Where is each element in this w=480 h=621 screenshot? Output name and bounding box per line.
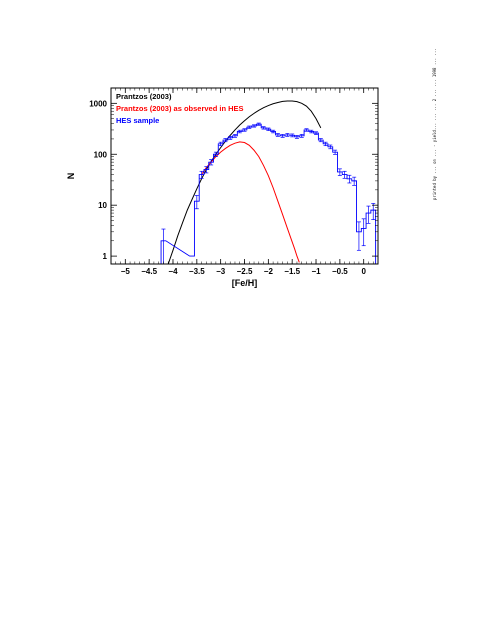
series-1 (201, 141, 300, 263)
x-axis-label: [Fe/H] (232, 278, 258, 288)
legend-entry: Prantzos (2003) (116, 92, 172, 101)
x-tick-label: −2.5 (237, 267, 253, 276)
series-0 (167, 100, 322, 264)
x-tick-label: −2 (264, 267, 274, 276)
legend-layer: Prantzos (2003) Prantzos (2003) as observ… (116, 92, 244, 125)
y-tick-label: 100 (94, 150, 108, 159)
legend-entry: HES sample (116, 116, 159, 125)
series-2 (160, 122, 377, 264)
x-tick-label: −5 (121, 267, 131, 276)
legend-entry: Prantzos (2003) as observed in HES (116, 104, 244, 113)
x-tick-label: 0 (361, 267, 366, 276)
x-tick-label: −1.5 (284, 267, 300, 276)
axes-layer: −5 −4.5 −4 −3.5 −3 −2.5 −2 −1.5 −1 −0.5 0 1 10 100 100… (89, 87, 378, 276)
plot-frame (110, 87, 379, 265)
x-tick-label: −4.5 (141, 267, 157, 276)
x-tick-label: −1 (311, 267, 321, 276)
series-line (201, 141, 300, 263)
series-layer (160, 100, 377, 264)
y-axis-label: N (66, 173, 76, 180)
series-line (167, 100, 322, 264)
x-tick-label: −3.5 (189, 267, 205, 276)
x-tick-label: −3 (216, 267, 226, 276)
histogram-steps (160, 123, 377, 264)
x-tick-label: −0.5 (332, 267, 348, 276)
y-tick-label: 1000 (89, 99, 107, 108)
x-tick-label: −4 (168, 267, 178, 276)
y-tick-label: 10 (98, 201, 107, 210)
y-tick-label: 1 (103, 252, 108, 261)
